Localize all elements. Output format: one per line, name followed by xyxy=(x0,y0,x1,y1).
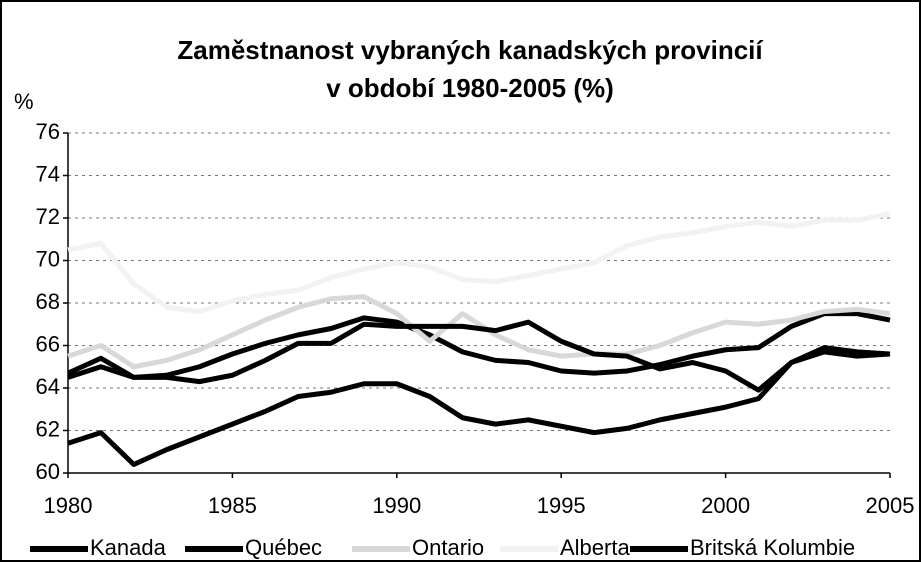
series-line xyxy=(66,311,891,380)
y-tick-label: 76 xyxy=(36,119,60,144)
series-line xyxy=(67,211,891,314)
y-tick-label: 66 xyxy=(36,331,60,356)
y-tick-label: 70 xyxy=(36,246,60,271)
y-tick-label: 74 xyxy=(36,161,60,186)
chart-subtitle: v období 1980-2005 (%) xyxy=(326,73,614,103)
x-tick-label: 1990 xyxy=(372,493,421,518)
legend-label: Québec xyxy=(245,535,322,560)
legend-label: Ontario xyxy=(412,535,484,560)
series-line xyxy=(67,294,891,370)
y-tick-label: 64 xyxy=(36,374,60,399)
x-tick-label: 1995 xyxy=(537,493,586,518)
x-tick-label: 2000 xyxy=(701,493,750,518)
x-tick-label: 2005 xyxy=(866,493,915,518)
y-tick-label: 62 xyxy=(36,416,60,441)
y-tick-label: 68 xyxy=(36,289,60,314)
x-tick-label: 1980 xyxy=(44,493,93,518)
chart-title: Zaměstnanost vybraných kanadských provin… xyxy=(177,35,763,65)
y-tick-label: 60 xyxy=(36,459,60,484)
y-axis-label: % xyxy=(14,89,34,114)
legend-label: Britská Kolumbie xyxy=(690,535,855,560)
legend-label: Kanada xyxy=(90,535,167,560)
series-line xyxy=(67,349,891,467)
y-tick-label: 72 xyxy=(36,204,60,229)
legend-label: Alberta xyxy=(560,535,630,560)
x-tick-label: 1985 xyxy=(208,493,257,518)
series-line xyxy=(67,319,891,393)
